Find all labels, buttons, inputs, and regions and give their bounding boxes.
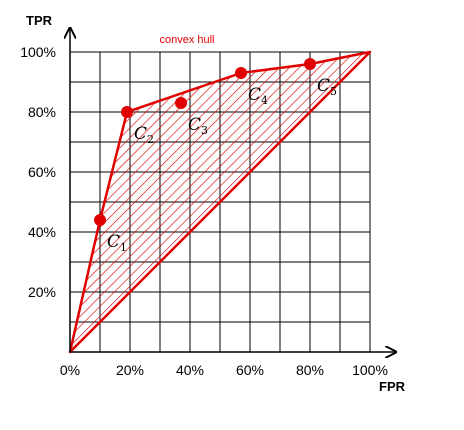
x-axis-title: FPR — [379, 379, 406, 394]
convex-hull-label: convex hull — [159, 34, 214, 46]
y-axis-title: TPR — [26, 13, 53, 28]
x-tick-labels: 0% 20% 40% 60% 80% 100% — [60, 362, 388, 378]
x-tick-label: 40% — [176, 362, 204, 378]
x-tick-label: 80% — [296, 362, 324, 378]
y-tick-label: 40% — [28, 224, 56, 240]
classifier-point — [121, 106, 133, 118]
x-tick-label: 60% — [236, 362, 264, 378]
x-tick-label: 0% — [60, 362, 80, 378]
y-tick-label: 20% — [28, 284, 56, 300]
y-tick-labels: 20% 40% 60% 80% 100% — [20, 44, 56, 300]
classifier-point — [304, 58, 316, 70]
classifier-point — [94, 214, 106, 226]
x-tick-label: 100% — [352, 362, 388, 378]
y-tick-label: 60% — [28, 164, 56, 180]
classifier-point — [235, 67, 247, 79]
y-tick-label: 80% — [28, 104, 56, 120]
y-tick-label: 100% — [20, 44, 56, 60]
x-tick-label: 20% — [116, 362, 144, 378]
classifier-point — [175, 97, 187, 109]
